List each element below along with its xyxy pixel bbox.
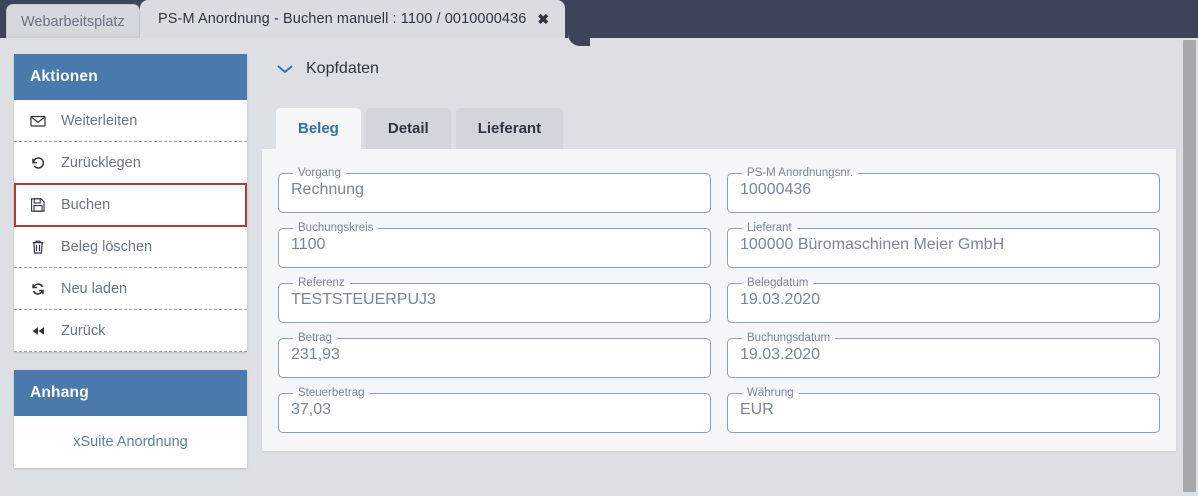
sidebar-item-label: Zurück: [61, 322, 106, 339]
sidebar-item-zuruck[interactable]: Zurück: [14, 310, 247, 352]
attachment-card: Anhang xSuite Anordnung: [14, 370, 247, 468]
rewind-icon: [30, 323, 52, 339]
field-value: 37,03: [291, 401, 332, 418]
field-value: 10000436: [740, 181, 812, 198]
browser-tab-label: Webarbeitsplatz: [21, 13, 125, 30]
field-value: Rechnung: [291, 181, 364, 198]
field-steuerbetrag[interactable]: Steuerbetrag 37,03: [278, 387, 711, 433]
field-lieferant[interactable]: Lieferant 100000 Büromaschinen Meier Gmb…: [727, 222, 1160, 268]
sidebar-item-label: Neu laden: [61, 280, 128, 297]
trash-icon: [30, 239, 52, 255]
envelope-icon: [30, 113, 52, 129]
sidebar-item-beleg-loeschen[interactable]: Beleg löschen: [14, 226, 247, 268]
kopfdaten-section-toggle[interactable]: Kopfdaten: [262, 54, 1176, 84]
field-column-right: PS-M Anordnungsnr. 10000436 Lieferant 10…: [727, 167, 1160, 433]
tab-detail[interactable]: Detail: [365, 108, 451, 149]
field-label: PS-M Anordnungsnr.: [747, 167, 854, 179]
browser-tab-webarbeitsplatz[interactable]: Webarbeitsplatz: [6, 4, 140, 38]
field-value: TESTSTEUERPUJ3: [291, 291, 436, 308]
field-label: Lieferant: [747, 222, 792, 234]
field-label: Steuerbetrag: [298, 387, 365, 399]
close-icon[interactable]: ✖: [537, 11, 550, 27]
field-label: Währung: [747, 387, 794, 399]
scrollbar-thumb[interactable]: [1183, 40, 1196, 492]
actions-card: Aktionen Weiterleiten: [14, 54, 247, 352]
attachment-card-title: Anhang: [14, 370, 247, 416]
actions-card-title: Aktionen: [14, 54, 247, 100]
field-referenz[interactable]: Referenz TESTSTEUERPUJ3: [278, 277, 711, 323]
tab-corner-skirt: [568, 24, 590, 46]
sidebar-item-neu-laden[interactable]: Neu laden: [14, 268, 247, 310]
field-value: 19.03.2020: [740, 291, 821, 308]
browser-tab-ps-m-anordnung[interactable]: PS-M Anordnung - Buchen manuell : 1100 /…: [140, 0, 566, 38]
chevron-down-icon: [276, 63, 294, 75]
browser-tab-label: PS-M Anordnung - Buchen manuell : 1100 /…: [158, 11, 527, 27]
sidebar-item-label: Weiterleiten: [61, 112, 138, 129]
field-value: 1100: [291, 236, 326, 253]
field-label: Buchungsdatum: [747, 332, 831, 344]
field-column-left: Vorgang Rechnung Buchungskreis 1100 Refe…: [278, 167, 711, 433]
sidebar-item-label: Buchen: [61, 197, 111, 213]
field-label: Referenz: [298, 277, 345, 289]
save-floppy-icon: [30, 197, 52, 213]
field-betrag[interactable]: Betrag 231,93: [278, 332, 711, 378]
field-value: EUR: [740, 401, 774, 418]
field-buchungskreis[interactable]: Buchungskreis 1100: [278, 222, 711, 268]
page-body: Aktionen Weiterleiten: [0, 38, 1198, 496]
page-title: Kopfdaten: [306, 60, 379, 77]
actions-list: Weiterleiten Zurücklegen: [14, 100, 247, 352]
beleg-tab-panel: Vorgang Rechnung Buchungskreis 1100 Refe…: [262, 149, 1176, 451]
field-label: Belegdatum: [747, 277, 809, 289]
sidebar-item-label: Zurücklegen: [61, 154, 141, 171]
sidebar: Aktionen Weiterleiten: [14, 54, 247, 468]
sidebar-item-weiterleiten[interactable]: Weiterleiten: [14, 100, 247, 142]
vertical-scrollbar[interactable]: [1181, 38, 1198, 496]
refresh-icon: [30, 281, 52, 297]
browser-tab-strip: Webarbeitsplatz PS-M Anordnung - Buchen …: [0, 0, 1198, 46]
field-psm-anordnungsnr[interactable]: PS-M Anordnungsnr. 10000436: [727, 167, 1160, 213]
field-belegdatum[interactable]: Belegdatum 19.03.2020: [727, 277, 1160, 323]
field-label: Betrag: [298, 332, 332, 344]
field-label: Buchungskreis: [298, 222, 374, 234]
undo-icon: [30, 155, 52, 171]
tab-strip-filler: [1158, 0, 1198, 38]
sidebar-item-buchen[interactable]: Buchen: [14, 183, 247, 227]
field-waehrung[interactable]: Währung EUR: [727, 387, 1160, 433]
field-buchungsdatum[interactable]: Buchungsdatum 19.03.2020: [727, 332, 1160, 378]
tab-beleg[interactable]: Beleg: [276, 108, 361, 149]
field-label: Vorgang: [298, 167, 341, 179]
tab-lieferant[interactable]: Lieferant: [455, 108, 564, 149]
field-value: 100000 Büromaschinen Meier GmbH: [740, 236, 1005, 253]
kopfdaten-tabbar: Beleg Detail Lieferant: [262, 108, 1176, 149]
field-vorgang[interactable]: Vorgang Rechnung: [278, 167, 711, 213]
sidebar-item-label: Beleg löschen: [61, 238, 153, 255]
field-value: 231,93: [291, 346, 340, 363]
attachment-item-xsuite-anordnung[interactable]: xSuite Anordnung: [14, 416, 247, 468]
field-value: 19.03.2020: [740, 346, 821, 363]
sidebar-item-zurucklegen[interactable]: Zurücklegen: [14, 142, 247, 184]
main-content: Kopfdaten Beleg Detail Lieferant Vorgang…: [262, 54, 1176, 451]
